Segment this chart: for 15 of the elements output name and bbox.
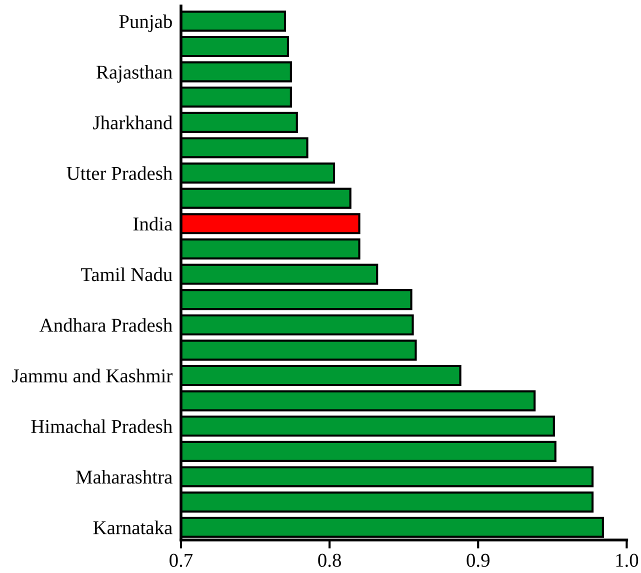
x-tick-label: 0.7 <box>170 554 193 567</box>
y-tick-label: Maharashtra <box>76 470 172 484</box>
y-tick-label: India <box>133 216 172 231</box>
x-tick-label: 0.9 <box>466 554 490 567</box>
y-tick-label: Jharkhand <box>93 116 172 130</box>
x-tick-label: 0.8 <box>318 554 341 567</box>
y-tick-label: Tamil Nadu <box>80 268 172 282</box>
y-tick-label: Himachal Pradesh <box>31 419 172 434</box>
y-tick-label: Jammu and Kashmir <box>12 368 172 382</box>
y-tick-label: Andhara Pradesh <box>39 318 172 332</box>
y-tick-label: Utter Pradesh <box>66 166 172 180</box>
x-tick-label: 1.0 <box>616 554 638 567</box>
y-tick-label: Punjab <box>119 14 172 32</box>
y-tick-label: Rajasthan <box>96 65 172 83</box>
y-tick-label: Karnataka <box>93 520 172 534</box>
